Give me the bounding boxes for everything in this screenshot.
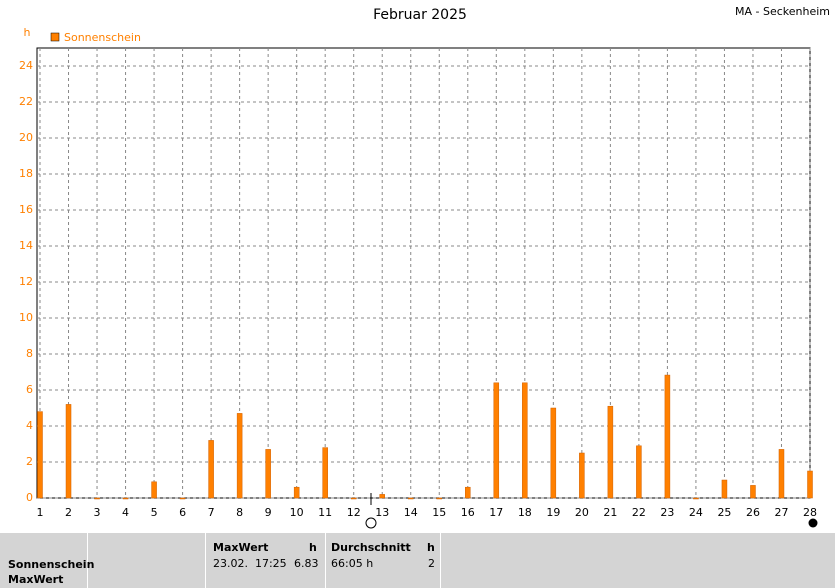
- bar: [122, 497, 129, 500]
- bar: [693, 497, 699, 500]
- avg-value: 2: [428, 557, 435, 570]
- x-tick-label: 10: [290, 506, 304, 519]
- col-header: MaxWert: [213, 541, 269, 554]
- max-time: 23.02. 17:25: [213, 557, 287, 570]
- x-tick-label: 23: [660, 506, 674, 519]
- bar: [664, 374, 671, 499]
- summary-table: Sonnenschein MaxWert MaxWert h 23.02. 17…: [0, 533, 835, 588]
- bar: [208, 440, 214, 499]
- x-tick-label: 3: [94, 506, 101, 519]
- bar: [579, 452, 585, 499]
- x-tick-label: 5: [151, 506, 158, 519]
- x-tick-label: 18: [518, 506, 532, 519]
- bar: [350, 497, 357, 500]
- bar: [807, 470, 813, 499]
- bar: [522, 382, 528, 499]
- x-tick-label: 9: [265, 506, 272, 519]
- col-unit: h: [309, 541, 317, 554]
- moon-new: [365, 517, 377, 529]
- y-tick-label: 12: [19, 275, 33, 288]
- y-tick-label: 22: [19, 95, 33, 108]
- plot-frame: [36, 47, 811, 499]
- bar: [550, 407, 557, 499]
- y-tick-label: 20: [19, 131, 33, 144]
- x-tick-label: 2: [65, 506, 72, 519]
- y-tick-label: 2: [26, 455, 33, 468]
- x-tick-label: 27: [774, 506, 788, 519]
- bar: [265, 449, 271, 499]
- y-tick-label: 4: [26, 419, 33, 432]
- y-tick-label: 24: [19, 59, 33, 72]
- bar: [407, 497, 414, 500]
- x-tick-label: 13: [375, 506, 389, 519]
- x-tick-label: 25: [717, 506, 731, 519]
- x-tick-label: 26: [746, 506, 760, 519]
- chart: Februar 2025 MA - Seckenheim h Sonnensch…: [19, 5, 830, 529]
- bar: [65, 404, 72, 499]
- x-tick-label: 1: [37, 506, 44, 519]
- x-tick-label: 8: [236, 506, 243, 519]
- x-tick-label: 12: [347, 506, 361, 519]
- y-tick-label: 8: [26, 347, 33, 360]
- legend-swatch: [50, 32, 60, 42]
- bar: [465, 486, 471, 499]
- max-value: 6.83: [294, 557, 319, 570]
- x-tick-label: 20: [575, 506, 589, 519]
- x-tick-label: 6: [179, 506, 186, 519]
- bar: [750, 485, 756, 499]
- bar: [607, 405, 614, 499]
- y-tick-label: 0: [26, 491, 33, 504]
- x-tick-label: 17: [489, 506, 503, 519]
- y-tick-label: 6: [26, 383, 33, 396]
- y-tick-label: 16: [19, 203, 33, 216]
- bar: [778, 449, 785, 499]
- bar: [151, 481, 157, 499]
- x-tick-label: 15: [432, 506, 446, 519]
- x-tick-label: 22: [632, 506, 646, 519]
- bar: [636, 445, 642, 499]
- x-tick-label: 4: [122, 506, 129, 519]
- bar: [493, 382, 500, 499]
- x-tick-label: 28: [803, 506, 817, 519]
- bar: [94, 497, 100, 500]
- x-tick-label: 19: [546, 506, 560, 519]
- y-tick-label: 14: [19, 239, 33, 252]
- bar: [721, 479, 728, 499]
- y-tick-label: 10: [19, 311, 33, 324]
- bar: [236, 413, 243, 499]
- bar: [322, 447, 328, 499]
- station: MA - Seckenheim: [735, 5, 830, 18]
- x-tick-label: 21: [603, 506, 617, 519]
- y-unit: h: [24, 26, 31, 39]
- col-unit: h: [427, 541, 435, 554]
- row-label: Sonnenschein: [8, 558, 95, 571]
- bar: [293, 486, 300, 499]
- x-tick-label: 7: [208, 506, 215, 519]
- x-tick-label: 11: [318, 506, 332, 519]
- bar: [379, 494, 385, 499]
- bar: [179, 497, 186, 500]
- chart-title: Februar 2025: [373, 7, 467, 23]
- row-label: MaxWert: [8, 573, 64, 586]
- col-header: Durchschnitt: [331, 541, 411, 554]
- bar: [436, 497, 443, 500]
- legend-label: Sonnenschein: [64, 31, 141, 44]
- x-tick-label: 24: [689, 506, 703, 519]
- x-tick-label: 16: [461, 506, 475, 519]
- x-tick-label: 14: [404, 506, 418, 519]
- moon-full: [808, 518, 818, 528]
- bar: [37, 411, 43, 499]
- y-tick-label: 18: [19, 167, 33, 180]
- avg-total: 66:05 h: [331, 557, 374, 570]
